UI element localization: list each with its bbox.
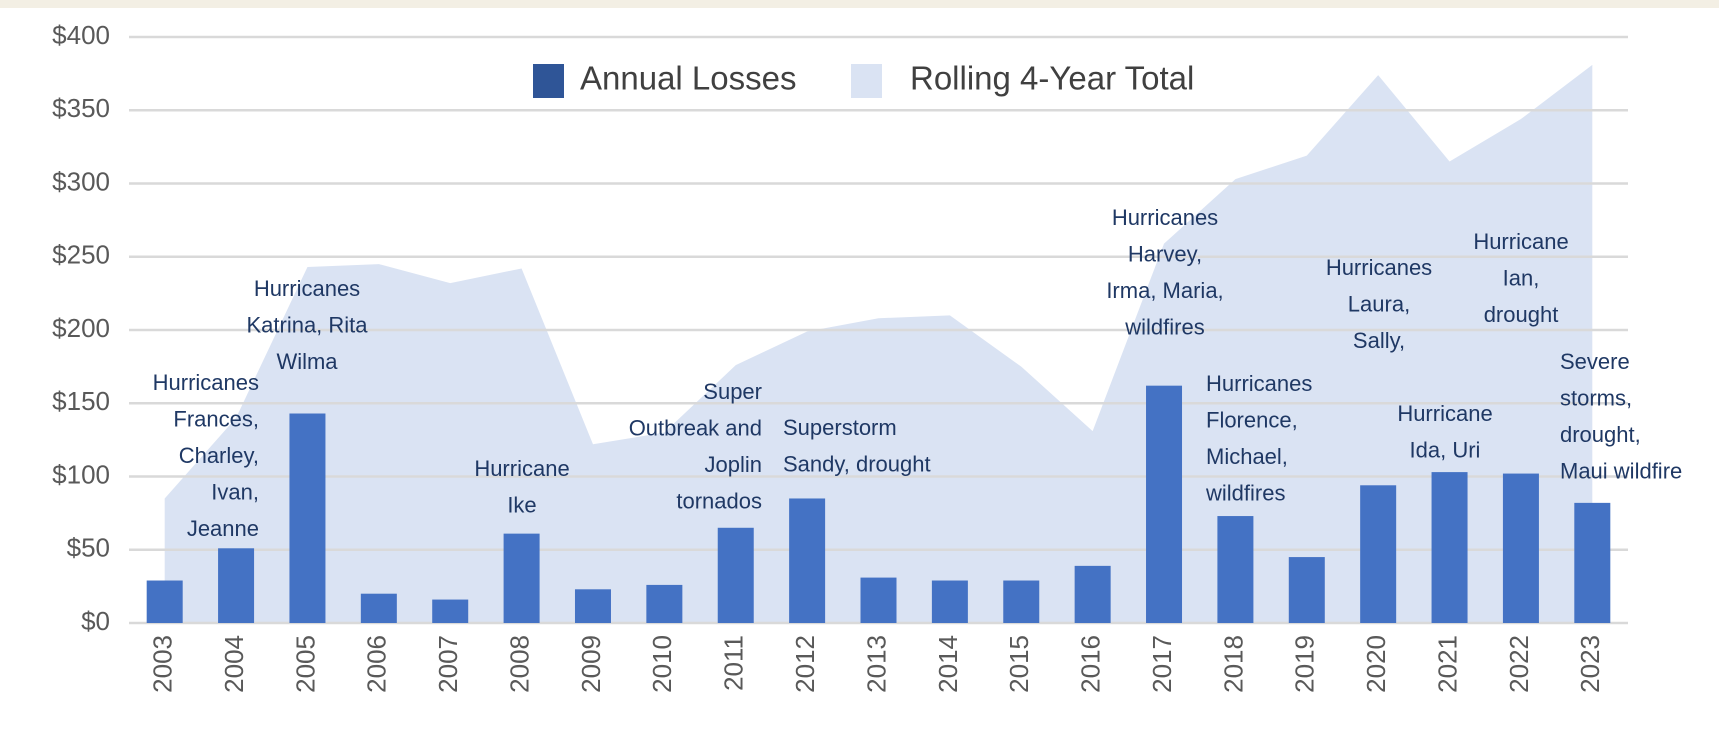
x-tick-label: 2008 bbox=[504, 635, 534, 693]
annotation: Hurricane bbox=[1397, 401, 1492, 426]
x-tick-label: 2021 bbox=[1432, 635, 1462, 693]
x-tick-label: 2009 bbox=[576, 635, 606, 693]
annotation: tornados bbox=[676, 488, 762, 513]
bar bbox=[789, 498, 826, 623]
annotation: Hurricane bbox=[474, 456, 569, 481]
annotation: Hurricane bbox=[1473, 229, 1568, 254]
annotation: Wilma bbox=[276, 349, 338, 374]
annotation: Joplin bbox=[705, 452, 762, 477]
area-layer bbox=[164, 64, 1593, 623]
annotation: Florence, bbox=[1206, 407, 1298, 432]
annotation: drought bbox=[1484, 302, 1559, 327]
annotation: Hurricanes bbox=[153, 370, 259, 395]
y-tick-label: $300 bbox=[52, 166, 110, 196]
bar bbox=[1074, 565, 1111, 623]
legend-swatch bbox=[533, 64, 564, 98]
annotation: Katrina, Rita bbox=[246, 312, 368, 337]
x-tick-label: 2013 bbox=[861, 635, 891, 693]
y-tick-label: $250 bbox=[52, 240, 110, 270]
annotation: Laura, bbox=[1348, 291, 1410, 316]
x-tick-label: 2017 bbox=[1147, 635, 1177, 693]
bar bbox=[146, 580, 183, 623]
annotation: storms, bbox=[1560, 385, 1632, 410]
bar bbox=[432, 599, 469, 623]
legend-label: Rolling 4-Year Total bbox=[910, 60, 1194, 97]
annotation: Maui wildfire bbox=[1560, 458, 1682, 483]
bar bbox=[1502, 473, 1539, 623]
bar bbox=[860, 577, 897, 623]
bar bbox=[1217, 516, 1254, 623]
bar bbox=[717, 527, 754, 623]
y-tick-label: $200 bbox=[52, 313, 110, 343]
annotation: Sally, bbox=[1353, 328, 1405, 353]
annotation: Hurricanes bbox=[254, 276, 360, 301]
y-tick-label: $150 bbox=[52, 386, 110, 416]
annotation: Harvey, bbox=[1128, 241, 1202, 266]
annotation: Hurricanes bbox=[1206, 371, 1312, 396]
top-band bbox=[0, 0, 1719, 8]
bar bbox=[503, 533, 540, 623]
annotation: drought, bbox=[1560, 422, 1641, 447]
x-tick-label: 2016 bbox=[1076, 635, 1106, 693]
legend-label: Annual Losses bbox=[580, 60, 796, 97]
x-tick-label: 2010 bbox=[647, 635, 677, 693]
x-tick-label: 2014 bbox=[933, 635, 963, 693]
x-tick-label: 2005 bbox=[290, 635, 320, 693]
bar-layer bbox=[146, 385, 1611, 623]
annotation: Ivan, bbox=[211, 479, 259, 504]
bar bbox=[574, 589, 611, 623]
x-tick-label: 2006 bbox=[362, 635, 392, 693]
x-tick-label: 2015 bbox=[1004, 635, 1034, 693]
bar bbox=[360, 593, 397, 623]
annotation: Ida, Uri bbox=[1410, 437, 1481, 462]
x-tick-label: 2003 bbox=[148, 635, 178, 693]
annotation: Severe bbox=[1560, 349, 1630, 374]
legend-swatch bbox=[851, 64, 882, 98]
bar bbox=[1146, 385, 1183, 623]
annotation: Hurricanes bbox=[1326, 255, 1432, 280]
x-tick-label: 2018 bbox=[1218, 635, 1248, 693]
annotation: Super bbox=[703, 379, 762, 404]
annotation: Superstorm bbox=[783, 415, 897, 440]
x-tick-label: 2012 bbox=[790, 635, 820, 693]
annotation: Hurricanes bbox=[1112, 205, 1218, 230]
bar bbox=[1574, 502, 1611, 623]
annotation: Sandy, drought bbox=[783, 451, 931, 476]
y-tick-label: $400 bbox=[52, 20, 110, 50]
annotation: Irma, Maria, bbox=[1106, 278, 1223, 303]
bar bbox=[1288, 557, 1325, 623]
bar bbox=[931, 580, 968, 623]
annotation: Ian, bbox=[1503, 265, 1540, 290]
x-tick-label: 2019 bbox=[1290, 635, 1320, 693]
annotation: Frances, bbox=[173, 406, 259, 431]
annotation: Ike bbox=[507, 492, 536, 517]
annotation: Charley, bbox=[179, 443, 259, 468]
x-tick-label: 2007 bbox=[433, 635, 463, 693]
bar bbox=[1003, 580, 1040, 623]
bar bbox=[646, 584, 683, 623]
bar bbox=[218, 548, 255, 623]
y-tick-label: $0 bbox=[81, 606, 110, 636]
bar bbox=[1431, 472, 1468, 623]
x-tick-label: 2020 bbox=[1361, 635, 1391, 693]
annotation: Outbreak and bbox=[629, 415, 762, 440]
x-tick-label: 2004 bbox=[219, 635, 249, 693]
x-tick-label: 2023 bbox=[1575, 635, 1605, 693]
annotation: wildfires bbox=[1205, 480, 1285, 505]
bar bbox=[1360, 485, 1397, 623]
y-tick-label: $350 bbox=[52, 93, 110, 123]
y-tick-label: $100 bbox=[52, 459, 110, 489]
x-tick-label: 2022 bbox=[1504, 635, 1534, 693]
annotation: wildfires bbox=[1124, 314, 1204, 339]
annotation: Michael, bbox=[1206, 444, 1288, 469]
bar bbox=[289, 413, 326, 623]
annotation: Jeanne bbox=[187, 516, 259, 541]
area bbox=[164, 64, 1593, 623]
y-tick-label: $50 bbox=[67, 533, 110, 563]
x-tick-label: 2011 bbox=[719, 635, 749, 691]
